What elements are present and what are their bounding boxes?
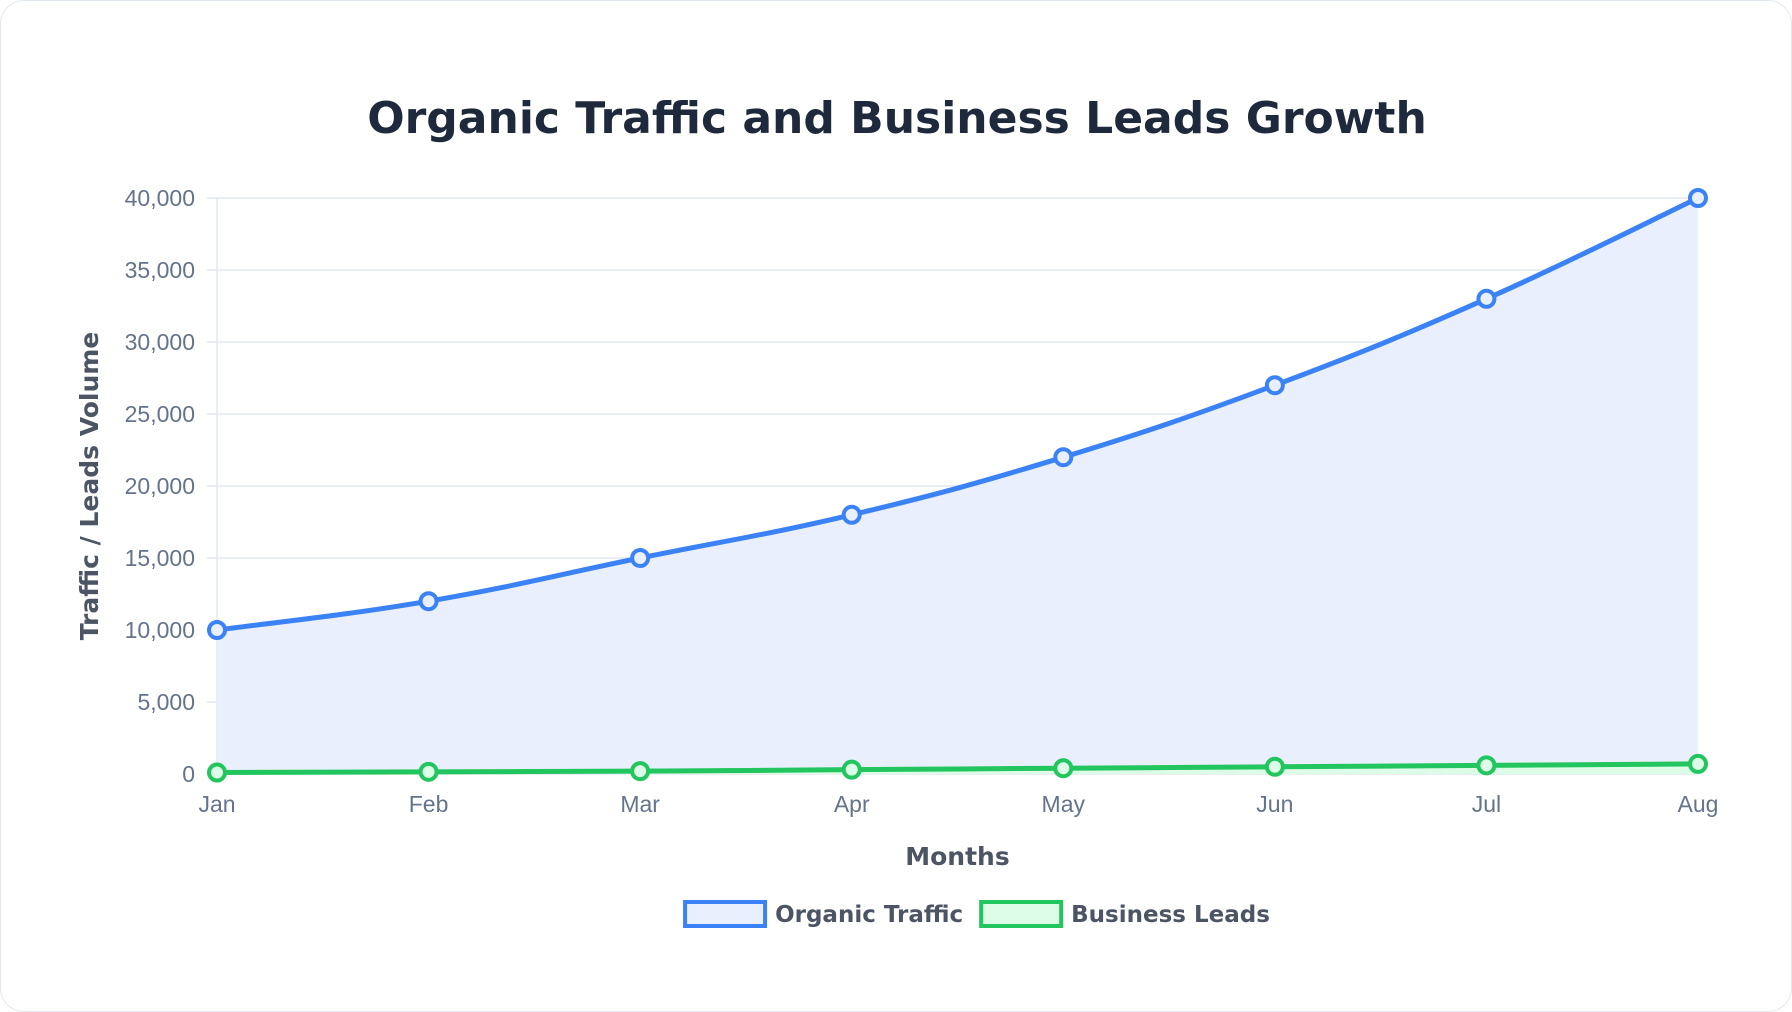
y-tick-label: 10,000 bbox=[125, 617, 195, 643]
organic-traffic-point[interactable] bbox=[1053, 447, 1074, 468]
business-leads-point[interactable] bbox=[207, 762, 227, 783]
y-axis-ticks: 0 5,000 10,000 15,000 20,000 25,000 30,000 35,0… bbox=[125, 185, 195, 787]
organic-traffic-point[interactable] bbox=[841, 504, 862, 525]
business-leads-point[interactable] bbox=[841, 759, 862, 780]
y-tick-label: 5,000 bbox=[137, 689, 195, 715]
y-tick-label: 15,000 bbox=[125, 545, 195, 571]
legend-item-organic-traffic[interactable]: Organic Traffic bbox=[683, 900, 963, 928]
x-tick-label: May bbox=[1042, 791, 1086, 817]
y-tick-label: 35,000 bbox=[125, 257, 195, 283]
business-leads-point[interactable] bbox=[418, 761, 439, 782]
x-axis-title: Months bbox=[905, 842, 1009, 871]
x-tick-label: Mar bbox=[620, 791, 660, 817]
legend-label: Business Leads bbox=[1071, 902, 1270, 928]
business-leads-point[interactable] bbox=[1688, 753, 1708, 774]
legend: Organic Traffic Business Leads bbox=[683, 900, 1270, 928]
legend-label: Organic Traffic bbox=[775, 902, 963, 928]
x-tick-label: Jun bbox=[1256, 791, 1293, 817]
organic-traffic-point[interactable] bbox=[418, 591, 439, 612]
organic-traffic-point[interactable] bbox=[207, 620, 227, 640]
x-tick-label: Feb bbox=[409, 791, 449, 817]
business-leads-point[interactable] bbox=[630, 761, 651, 782]
x-tick-label: Apr bbox=[834, 791, 870, 817]
organic-traffic-point[interactable] bbox=[1476, 288, 1497, 309]
business-leads-point[interactable] bbox=[1053, 758, 1074, 779]
organic-traffic-line bbox=[214, 195, 1701, 633]
y-tick-label: 0 bbox=[182, 761, 195, 787]
business-leads-point[interactable] bbox=[1264, 756, 1285, 777]
legend-item-business-leads[interactable]: Business Leads bbox=[979, 900, 1270, 928]
organic-traffic-point[interactable] bbox=[1264, 375, 1285, 396]
data-points bbox=[207, 188, 1708, 783]
chart-title: Organic Traffic and Business Leads Growt… bbox=[367, 93, 1427, 144]
legend-swatch bbox=[683, 900, 768, 928]
x-tick-label: Jan bbox=[198, 791, 235, 817]
x-tick-label: Jul bbox=[1472, 791, 1501, 817]
y-tick-label: 20,000 bbox=[125, 473, 195, 499]
y-tick-label: 30,000 bbox=[125, 329, 195, 355]
y-tick-label: 25,000 bbox=[125, 401, 195, 427]
organic-traffic-point[interactable] bbox=[630, 548, 651, 568]
organic-traffic-area bbox=[217, 198, 1698, 774]
x-tick-label: Aug bbox=[1678, 791, 1719, 817]
x-axis-ticks: Jan Feb Mar Apr May Jun Jul Aug bbox=[198, 791, 1718, 817]
y-tick-label: 40,000 bbox=[125, 185, 195, 211]
legend-swatch bbox=[979, 900, 1064, 928]
y-axis-title: Traffic / Leads Volume bbox=[75, 332, 104, 641]
organic-traffic-point[interactable] bbox=[1688, 188, 1708, 208]
series-lines bbox=[214, 195, 1701, 776]
business-leads-line bbox=[214, 761, 1701, 776]
business-leads-point[interactable] bbox=[1476, 755, 1497, 776]
